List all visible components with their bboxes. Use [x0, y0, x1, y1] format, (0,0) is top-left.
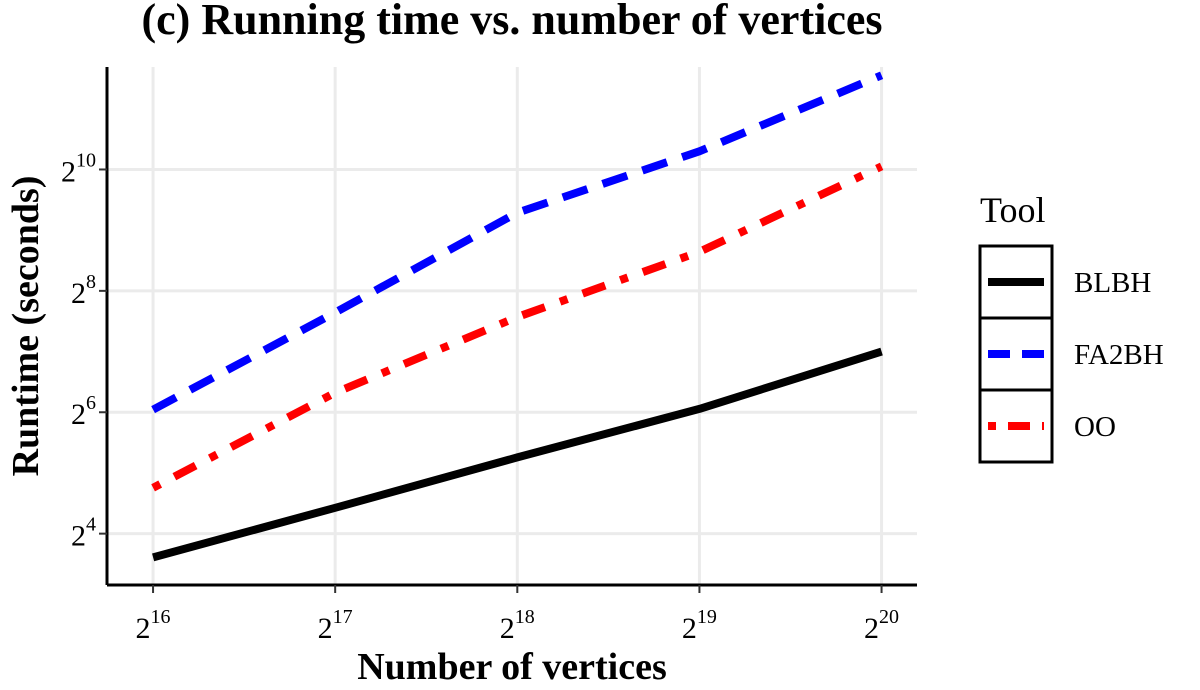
- y-axis-title: Runtime (seconds): [5, 176, 47, 477]
- x-axis-title: Number of vertices: [357, 646, 667, 688]
- y-tick-label: 28: [71, 271, 96, 310]
- x-tick-label: 219: [682, 606, 717, 645]
- y-tick-label: 210: [61, 149, 96, 188]
- series-lines: [151, 71, 884, 562]
- x-tick-label: 220: [864, 606, 899, 645]
- legend-label-fa2bh: FA2BH: [1074, 339, 1164, 371]
- y-tick-labels: 24 26 28 210: [61, 149, 107, 553]
- x-tick-label: 216: [136, 606, 171, 645]
- series-line-fa2bh: [151, 71, 884, 414]
- series-line-blbh: [152, 347, 883, 562]
- y-tick-label: 26: [71, 392, 96, 431]
- y-tick-label: 24: [71, 514, 96, 553]
- chart-title: (c) Running time vs. number of vertices: [142, 0, 883, 44]
- x-tick-label: 218: [500, 606, 535, 645]
- axes: [105, 67, 917, 587]
- legend-title: Tool: [980, 190, 1045, 230]
- legend-label-oo: OO: [1074, 411, 1116, 443]
- x-tick-label: 217: [318, 606, 353, 645]
- legend-label-blbh: BLBH: [1074, 267, 1151, 299]
- legend: Tool BLBH FA2BH OO: [978, 190, 1164, 464]
- x-tick-labels: 216 217 218 219 220: [136, 585, 899, 645]
- grid-lines: [107, 67, 917, 585]
